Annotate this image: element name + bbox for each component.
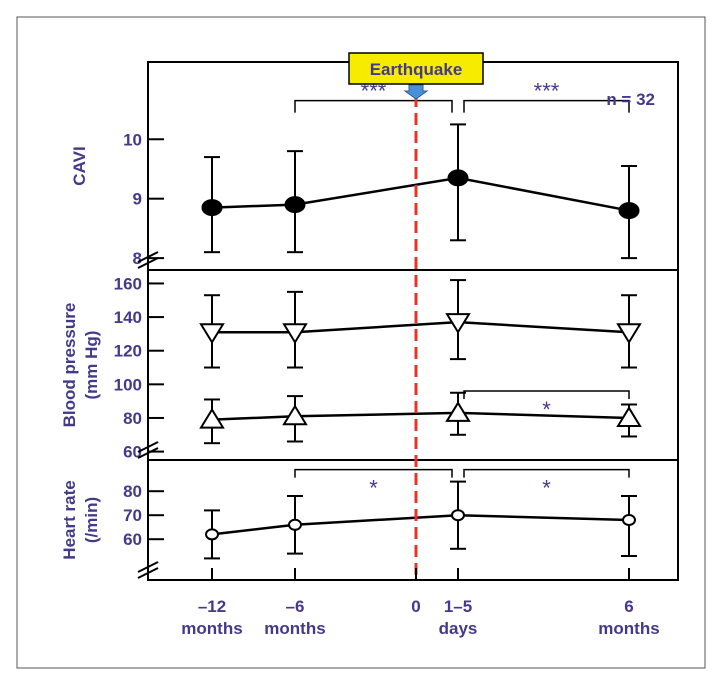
y-tick-label: 100 <box>114 375 142 394</box>
series-panel1 <box>201 123 640 260</box>
arrow-down-icon <box>403 84 429 100</box>
x-tick-label: months <box>181 619 242 638</box>
axis-break-mark <box>137 567 159 579</box>
axis-break-mark <box>137 257 159 269</box>
y-axis-label: (mm Hg) <box>82 331 101 400</box>
series-line <box>211 176 630 212</box>
y-tick-label: 10 <box>123 130 142 149</box>
y-axis-label: Heart rate <box>60 480 79 559</box>
y-tick-label: 60 <box>123 443 142 462</box>
data-point <box>282 323 308 345</box>
significance-bracket <box>463 468 630 478</box>
significance-label: * <box>369 476 378 501</box>
significance-label: * <box>542 397 551 422</box>
y-tick-label: 140 <box>114 308 142 327</box>
series-line <box>212 320 630 334</box>
y-tick-label: 8 <box>133 249 142 268</box>
axis-break-mark <box>137 561 159 573</box>
data-point <box>288 518 302 531</box>
data-point <box>199 407 225 429</box>
series-panel3 <box>204 480 637 560</box>
x-tick-label: months <box>264 619 325 638</box>
y-tick-label: 80 <box>123 482 142 501</box>
significance-bracket <box>463 390 630 400</box>
y-tick-label: 9 <box>133 190 142 209</box>
y-tick-label: 120 <box>114 342 142 361</box>
x-tick-label: 6 <box>624 597 633 616</box>
data-point <box>205 528 219 541</box>
data-point <box>616 406 642 427</box>
data-point <box>199 323 225 345</box>
data-point <box>447 169 469 187</box>
panel-2: 60 80 100 120 140 160 Blood pressure (mm Hg) * <box>60 269 678 462</box>
y-tick-label: 70 <box>123 506 142 525</box>
x-tick-label: –6 <box>286 597 305 616</box>
data-point <box>282 404 308 426</box>
x-tick-label: –12 <box>198 597 226 616</box>
sample-size-annotation: n = 32 <box>606 90 655 109</box>
x-tick-label: 0 <box>411 597 420 616</box>
y-tick-label: 160 <box>114 274 142 293</box>
data-point <box>616 323 642 345</box>
data-point <box>445 313 471 335</box>
y-axis-label: Blood pressure <box>60 303 79 428</box>
figure-frame <box>16 16 706 669</box>
data-point <box>618 202 640 220</box>
axis-break-mark <box>137 441 159 453</box>
data-point <box>622 514 636 526</box>
series-systolic <box>199 279 642 369</box>
data-point <box>284 196 306 214</box>
significance-label: *** <box>534 79 560 104</box>
x-tick-label: 1–5 <box>444 597 472 616</box>
y-tick-label: 60 <box>123 530 142 549</box>
panel-3: 60 70 80 Heart rate (/min) * * <box>60 459 678 580</box>
x-tick-label: days <box>439 619 478 638</box>
data-point <box>201 199 223 217</box>
data-point <box>445 401 471 422</box>
axis-break-mark <box>137 251 159 263</box>
significance-bracket <box>463 99 630 113</box>
series-line <box>211 513 630 536</box>
y-axis-label: CAVI <box>70 146 89 185</box>
axis-break-mark <box>137 447 159 459</box>
data-point <box>451 509 465 522</box>
significance-bracket <box>294 468 453 478</box>
y-axis-label: (/min) <box>82 497 101 543</box>
series-line <box>211 411 630 421</box>
event-label: Earthquake <box>370 60 463 79</box>
significance-bracket <box>294 99 453 113</box>
y-tick-label: 80 <box>123 409 142 428</box>
event-label-box <box>348 52 484 85</box>
x-tick-label: months <box>598 619 659 638</box>
significance-label: * <box>542 476 551 501</box>
series-diastolic <box>199 391 642 445</box>
